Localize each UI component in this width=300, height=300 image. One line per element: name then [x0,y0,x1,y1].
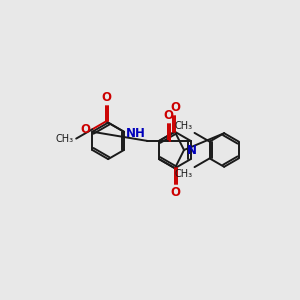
Text: O: O [163,109,173,122]
Text: NH: NH [126,127,146,140]
Text: CH₃: CH₃ [175,169,193,179]
Text: CH₃: CH₃ [175,121,193,131]
Text: N: N [187,143,197,157]
Text: O: O [101,91,111,103]
Text: O: O [81,123,91,136]
Text: O: O [170,101,180,114]
Text: CH₃: CH₃ [56,134,74,144]
Text: O: O [170,186,180,199]
